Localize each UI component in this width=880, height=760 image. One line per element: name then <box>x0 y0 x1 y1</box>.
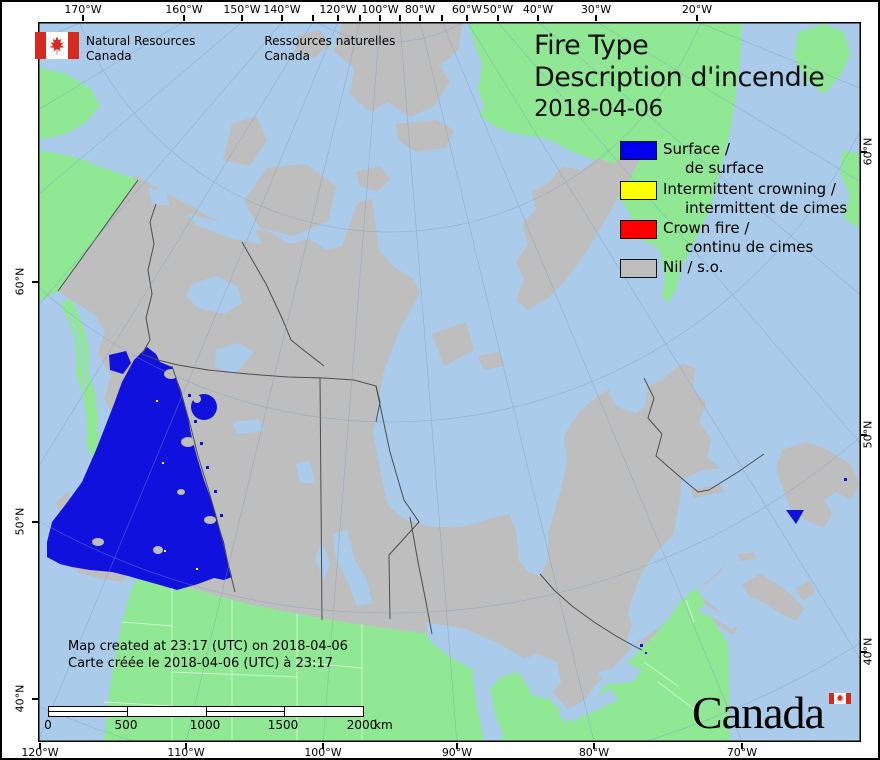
longitude-label: 140°W <box>263 3 301 16</box>
graticule <box>38 22 861 742</box>
latitude-tick <box>32 521 38 523</box>
longitude-tick <box>419 15 421 21</box>
scale-unit: km <box>374 718 393 732</box>
legend-label-line2: de surface <box>685 159 764 177</box>
legend-label: Crown fire / <box>663 219 750 237</box>
longitude-label: 80°W <box>578 746 610 759</box>
longitude-tick <box>593 743 595 749</box>
surface-swatch <box>620 141 657 160</box>
scale-tick-1000: 1000 <box>189 718 221 732</box>
longitude-tick <box>497 15 499 21</box>
longitude-tick <box>82 15 84 21</box>
longitude-label: 170°W <box>64 3 102 16</box>
map-title: Fire Type Description d'incendie 2018-04… <box>534 30 825 124</box>
chukotka-land <box>38 67 100 140</box>
latitude-tick <box>32 281 38 283</box>
usa-land <box>104 571 730 742</box>
longitude-label: 120°W <box>319 3 357 16</box>
nil-swatch <box>620 259 657 278</box>
intermittent-crowning-swatch <box>620 181 657 200</box>
latitude-tick <box>861 151 867 153</box>
latitude-label: 60°N <box>13 267 27 296</box>
longitude-tick <box>359 15 361 21</box>
longitude-tick <box>466 15 468 21</box>
longitude-label: 60°W <box>451 3 483 16</box>
longitude-label: 160°W <box>165 3 203 16</box>
title-fr: Description d'incendie <box>534 62 825 93</box>
longitude-label: 50°W <box>482 3 514 16</box>
longitude-label: 120°W <box>21 746 59 759</box>
islands <box>56 22 860 621</box>
longitude-tick <box>537 15 539 21</box>
scale-tick-2000: 2000 <box>346 718 378 732</box>
credit-line-en: Map created at 23:17 (UTC) on 2018-04-06 <box>68 639 348 654</box>
east-greenland-strip <box>840 150 861 230</box>
longitude-label: 100°W <box>361 3 399 16</box>
longitude-tick <box>337 15 339 21</box>
title-en: Fire Type <box>534 30 649 61</box>
latitude-label: 40°N <box>13 684 27 713</box>
inland-waters <box>148 187 754 741</box>
michigan-state <box>490 672 534 742</box>
longitude-tick <box>741 743 743 749</box>
longitude-label: 100°W <box>304 746 342 759</box>
longitude-label: 40°W <box>522 3 554 16</box>
map-frame <box>38 22 861 742</box>
longitude-tick <box>595 15 597 21</box>
longitude-tick <box>379 15 381 21</box>
legend-label-line2: continu de cimes <box>685 238 814 256</box>
longitude-label: 30°W <box>580 3 612 16</box>
nrcan-signature: Natural Resources Canada Ressources natu… <box>35 32 395 64</box>
alaska-land <box>38 150 138 302</box>
longitude-tick <box>322 743 324 749</box>
fire-intermittent-dots <box>156 400 198 570</box>
longitude-tick <box>696 15 698 21</box>
legend-label: Intermittent crowning / <box>663 180 836 198</box>
latitude-tick <box>861 434 867 436</box>
latitude-label: 50°N <box>861 420 875 449</box>
title-date: 2018-04-06 <box>534 96 663 122</box>
longitude-tick <box>39 743 41 749</box>
latitude-label: 40°N <box>861 637 875 666</box>
longitude-tick <box>312 15 314 21</box>
legend-label-line2: intermittent de cimes <box>685 199 848 217</box>
latitude-label: 50°N <box>13 507 27 536</box>
latitude-tick <box>32 698 38 700</box>
longitude-label: 70°W <box>726 746 758 759</box>
longitude-tick <box>185 743 187 749</box>
canada-flag-icon <box>35 32 79 59</box>
longitude-label: 150°W <box>223 3 261 16</box>
canada-wordmark: Canada <box>692 687 825 738</box>
latitude-label: 60°N <box>861 137 875 166</box>
scale-tick-1500: 1500 <box>267 718 299 732</box>
longitude-tick <box>183 15 185 21</box>
scale-bar <box>48 706 364 717</box>
scale-tick-500: 500 <box>114 718 138 732</box>
agency-name-fr: Ressources naturelles Canada <box>264 34 396 63</box>
longitude-label: 80°W <box>404 3 436 16</box>
longitude-tick <box>441 15 443 21</box>
latitude-tick <box>861 651 867 653</box>
legend-label: Nil / s.o. <box>663 258 724 276</box>
agency-name-en: Natural Resources Canada <box>86 34 196 63</box>
longitude-label: 20°W <box>681 3 713 16</box>
longitude-label: 90°W <box>441 746 473 759</box>
longitude-tick <box>241 15 243 21</box>
credit-line-fr: Carte créée le 2018-04-06 (UTC) à 23:17 <box>68 656 333 671</box>
iceland-land <box>794 24 850 94</box>
longitude-tick <box>281 15 283 21</box>
legend-label: Surface / <box>663 140 730 158</box>
wordmark-flag-icon <box>829 693 851 704</box>
province-borders <box>57 179 765 651</box>
map-credits: Map created at 23:17 (UTC) on 2018-04-06… <box>68 638 348 672</box>
crown-fire-swatch <box>620 220 657 239</box>
longitude-tick <box>399 15 401 21</box>
scale-tick-0: 0 <box>44 718 52 732</box>
canada-fire-map <box>38 22 861 742</box>
longitude-label: 110°W <box>167 746 205 759</box>
longitude-tick <box>456 743 458 749</box>
